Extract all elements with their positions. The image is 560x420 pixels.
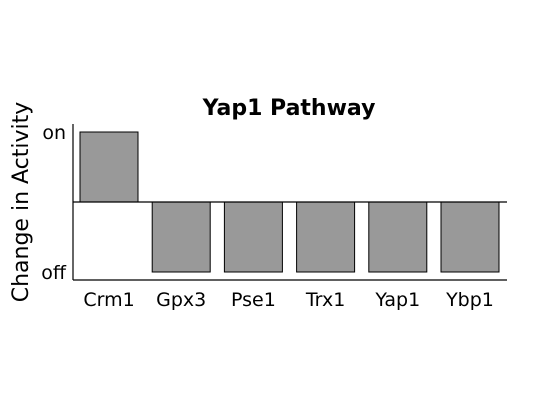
bar-crm1 xyxy=(79,131,139,203)
y-tick-label-on: on xyxy=(42,122,66,144)
bars-group xyxy=(79,131,500,273)
y-tick-label-off: off xyxy=(41,262,67,284)
bar-pse1 xyxy=(223,201,283,273)
chart-title: Yap1 Pathway xyxy=(202,96,376,121)
x-tick-label-trx1: Trx1 xyxy=(305,289,345,311)
x-tick-label-ybp1: Ybp1 xyxy=(445,289,494,311)
x-tick-label-pse1: Pse1 xyxy=(231,289,276,311)
bar-gpx3 xyxy=(151,201,211,273)
x-tick-label-gpx3: Gpx3 xyxy=(156,289,206,311)
x-tick-label-yap1: Yap1 xyxy=(374,289,420,311)
bar-ybp1 xyxy=(440,201,500,273)
bar-yap1 xyxy=(368,201,428,273)
bar-trx1 xyxy=(296,201,356,273)
y-tick-labels: on off xyxy=(41,122,67,284)
x-tick-label-crm1: Crm1 xyxy=(83,289,134,311)
x-tick-labels: Crm1 Gpx3 Pse1 Trx1 Yap1 Ybp1 xyxy=(83,289,494,311)
y-axis-label: Change in Activity xyxy=(9,102,34,303)
